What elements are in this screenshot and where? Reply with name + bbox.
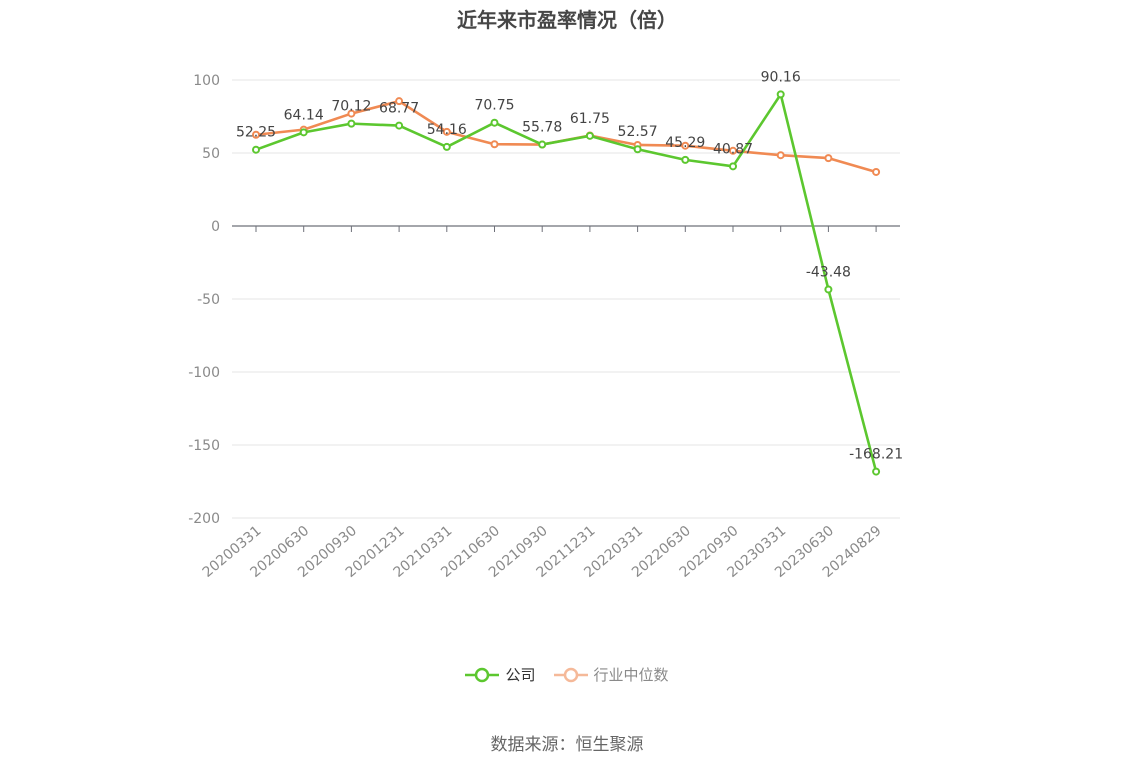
data-point	[729, 146, 737, 155]
data-label: 70.75	[474, 98, 514, 114]
data-label: 55.78	[522, 120, 562, 136]
data-label: 52.57	[618, 124, 658, 140]
legend-item-0[interactable]: 公司	[465, 664, 536, 685]
data-point	[872, 467, 881, 476]
legend-swatch-icon	[553, 667, 588, 682]
y-tick-label: 100	[193, 73, 220, 89]
data-point	[776, 151, 785, 160]
data-label: 40.87	[713, 141, 753, 157]
y-tick-label: 0	[211, 219, 220, 235]
data-point	[538, 140, 547, 149]
chart-title: 近年来市盈率情况（倍）	[457, 8, 677, 32]
data-point	[442, 142, 451, 151]
data-point	[395, 121, 404, 130]
data-point	[252, 130, 260, 139]
legend-item-1[interactable]: 行业中位数	[553, 664, 669, 685]
y-tick-label: -100	[188, 365, 220, 381]
data-point	[395, 97, 404, 106]
data-point	[347, 109, 356, 118]
data-point	[490, 118, 499, 127]
data-label: 45.29	[665, 135, 705, 151]
legend-label: 行业中位数	[593, 666, 669, 684]
data-label: 70.12	[331, 99, 371, 115]
data-label: -43.48	[806, 264, 851, 280]
data-point	[490, 140, 499, 149]
data-point	[776, 90, 785, 99]
y-tick-label: 50	[202, 146, 220, 162]
y-tick-label: -200	[188, 511, 220, 527]
grid-lines	[232, 79, 900, 519]
data-point	[347, 119, 356, 128]
data-point	[824, 285, 833, 294]
data-labels: 52.25 64.14 70.12 68.77 54.16 70.75 55.78 61.75…	[236, 69, 903, 462]
data-point	[729, 162, 737, 171]
series-lines	[252, 90, 881, 476]
data-point	[585, 131, 594, 140]
data-label: 52.25	[236, 125, 276, 141]
data-point	[872, 167, 881, 176]
data-point	[442, 127, 451, 136]
legend: 公司 行业中位数	[0, 664, 1134, 685]
chart-plot: 100500-50-100-150-2002020033120200630202…	[188, 69, 903, 581]
legend-label: 公司	[505, 666, 536, 684]
data-point	[681, 141, 690, 150]
legend-swatch-icon	[465, 667, 500, 682]
y-tick-label: -50	[197, 292, 220, 308]
series-line-0	[255, 93, 878, 472]
data-point	[824, 154, 833, 163]
data-point	[299, 128, 308, 137]
data-label: 64.14	[284, 107, 324, 123]
data-point	[633, 145, 642, 154]
data-point	[252, 145, 260, 154]
data-label: 61.75	[570, 111, 610, 127]
y-tick-label: -150	[188, 438, 220, 454]
source-text: 数据来源：恒生聚源	[490, 735, 644, 755]
data-label: 68.77	[379, 101, 419, 117]
data-label: 54.16	[427, 122, 467, 138]
data-label: -168.21	[849, 447, 903, 463]
data-label: 90.16	[761, 69, 801, 85]
data-point	[681, 155, 690, 164]
